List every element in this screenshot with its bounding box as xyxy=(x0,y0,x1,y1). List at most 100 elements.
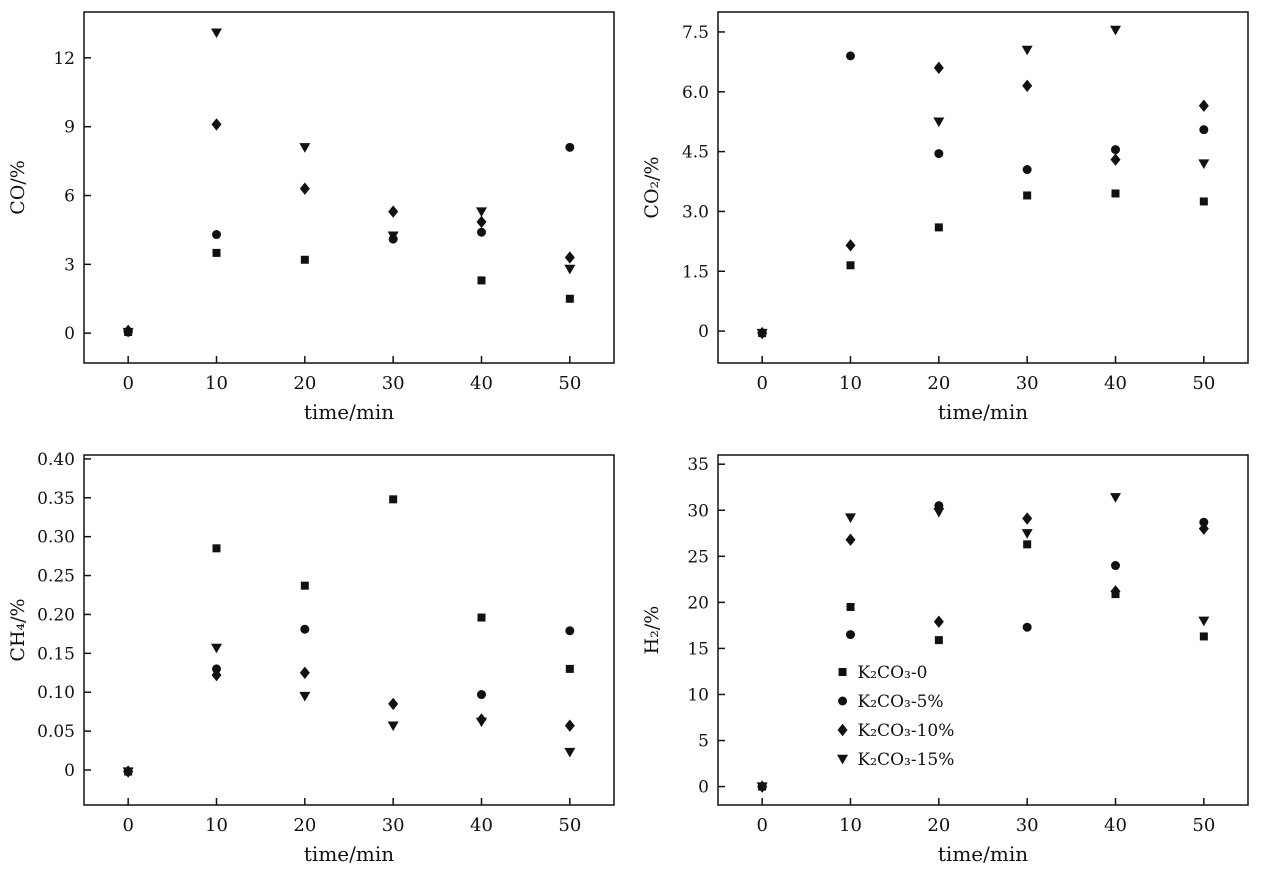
marker-diamond xyxy=(1110,153,1121,166)
y-tick-label: 7.5 xyxy=(682,23,709,43)
marker-circle xyxy=(300,624,310,634)
y-tick-label: 12 xyxy=(53,49,75,69)
marker-diamond xyxy=(1022,79,1033,92)
y-tick-label: 0.35 xyxy=(37,489,75,509)
series-triangle-down xyxy=(122,643,576,777)
x-tick-label: 10 xyxy=(205,373,228,394)
y-tick-label: 3 xyxy=(64,255,75,275)
marker-square xyxy=(934,636,943,645)
marker-circle xyxy=(212,664,221,674)
y-tick-label: 0.30 xyxy=(37,528,75,548)
marker-square xyxy=(477,276,486,285)
series-diamond xyxy=(757,512,1209,793)
chart-co: 0 3 6 9 12 0 10 20 30 40 50 CO/% time/min xyxy=(0,0,634,443)
y-tick-label: 0.10 xyxy=(37,683,75,703)
marker-square xyxy=(934,223,943,232)
marker-diamond xyxy=(564,719,575,732)
marker-circle xyxy=(1022,622,1032,632)
x-tick-label: 20 xyxy=(927,373,950,394)
x-axis-label: time/min xyxy=(304,400,394,424)
marker-circle xyxy=(477,690,486,700)
x-tick-label: 10 xyxy=(205,815,228,836)
legend-label: K₂CO₃-10% xyxy=(858,721,955,741)
series-triangle-down xyxy=(756,25,1210,339)
marker-square xyxy=(212,248,221,257)
series-circle xyxy=(757,501,1209,792)
y-tick-label: 0 xyxy=(698,778,709,798)
x-tick-label: 30 xyxy=(382,815,405,836)
series-circle xyxy=(123,142,575,337)
x-tick-label: 40 xyxy=(470,373,493,394)
y-tick-label: 5 xyxy=(698,732,709,752)
marker-triangle-down xyxy=(564,747,576,758)
x-tick-label: 50 xyxy=(1192,373,1215,394)
marker-diamond xyxy=(845,533,856,546)
marker-diamond xyxy=(211,118,222,131)
series-square xyxy=(124,248,574,337)
x-tick-label: 40 xyxy=(470,815,493,836)
marker-square xyxy=(1199,197,1208,206)
marker-diamond xyxy=(845,239,856,252)
plot-co: 0 3 6 9 12 0 10 20 30 40 50 CO/% time/min xyxy=(7,11,615,424)
marker-triangle-down xyxy=(933,507,945,518)
x-tick-label: 50 xyxy=(1192,815,1215,836)
marker-triangle-down xyxy=(564,264,576,275)
x-tick-label: 40 xyxy=(1104,373,1127,394)
y-tick-label: 25 xyxy=(687,547,709,567)
y-tick-label: 6 xyxy=(64,187,75,207)
series-triangle-down xyxy=(122,28,576,338)
y-tick-label: 0 xyxy=(64,761,75,781)
series-circle xyxy=(757,51,1209,338)
axes-frame xyxy=(83,454,615,806)
y-axis-label: CO₂/% xyxy=(641,156,663,218)
y-tick-label: 30 xyxy=(687,501,709,521)
marker-diamond xyxy=(1110,585,1121,598)
marker-triangle-down xyxy=(122,327,134,338)
marker-triangle-down xyxy=(476,717,487,728)
marker-triangle-down xyxy=(122,767,134,777)
plot-co2: 0 1.5 3.0 4.5 6.0 7.5 0 10 20 30 40 50 CO₂/% time/min xyxy=(641,11,1249,424)
marker-triangle-down xyxy=(1021,529,1033,539)
marker-triangle-down xyxy=(299,691,311,702)
marker-triangle-down xyxy=(387,231,399,242)
x-tick-label: 30 xyxy=(382,373,405,394)
marker-diamond xyxy=(933,61,944,75)
marker-diamond xyxy=(299,666,310,679)
marker-circle xyxy=(1022,165,1032,175)
marker-circle xyxy=(838,696,848,706)
marker-triangle-down xyxy=(1110,493,1121,503)
marker-triangle-down xyxy=(1198,159,1210,169)
axes-frame xyxy=(717,11,1249,364)
marker-circle xyxy=(1199,125,1209,135)
marker-circle xyxy=(565,626,575,636)
series-diamond xyxy=(123,118,575,338)
marker-diamond xyxy=(933,615,944,628)
y-tick-label: 35 xyxy=(687,455,709,475)
marker-circle xyxy=(477,227,486,237)
series-square xyxy=(124,495,574,776)
marker-circle xyxy=(846,51,855,61)
y-axis-label: CH₄/% xyxy=(7,598,29,661)
axes-frame xyxy=(717,454,1249,806)
y-tick-label: 0 xyxy=(698,322,709,342)
marker-square xyxy=(1111,189,1120,198)
x-tick-label: 10 xyxy=(839,815,862,836)
marker-square xyxy=(1023,540,1032,549)
y-tick-label: 6.0 xyxy=(682,83,709,103)
marker-diamond xyxy=(1198,522,1209,535)
marker-diamond xyxy=(299,182,310,195)
marker-triangle-down xyxy=(1110,25,1121,36)
legend-label: K₂CO₃-15% xyxy=(858,750,955,770)
legend-label: K₂CO₃-5% xyxy=(858,692,944,712)
marker-triangle-down xyxy=(1198,616,1210,627)
marker-square xyxy=(838,668,847,676)
marker-triangle-down xyxy=(933,117,945,128)
y-axis-label: H₂/% xyxy=(641,606,663,655)
x-tick-label: 20 xyxy=(927,815,950,836)
series-diamond xyxy=(123,666,575,778)
x-tick-label: 50 xyxy=(558,373,581,394)
marker-triangle-down xyxy=(845,513,856,524)
y-axis-label: CO/% xyxy=(7,160,29,215)
x-axis-label: time/min xyxy=(938,842,1028,866)
